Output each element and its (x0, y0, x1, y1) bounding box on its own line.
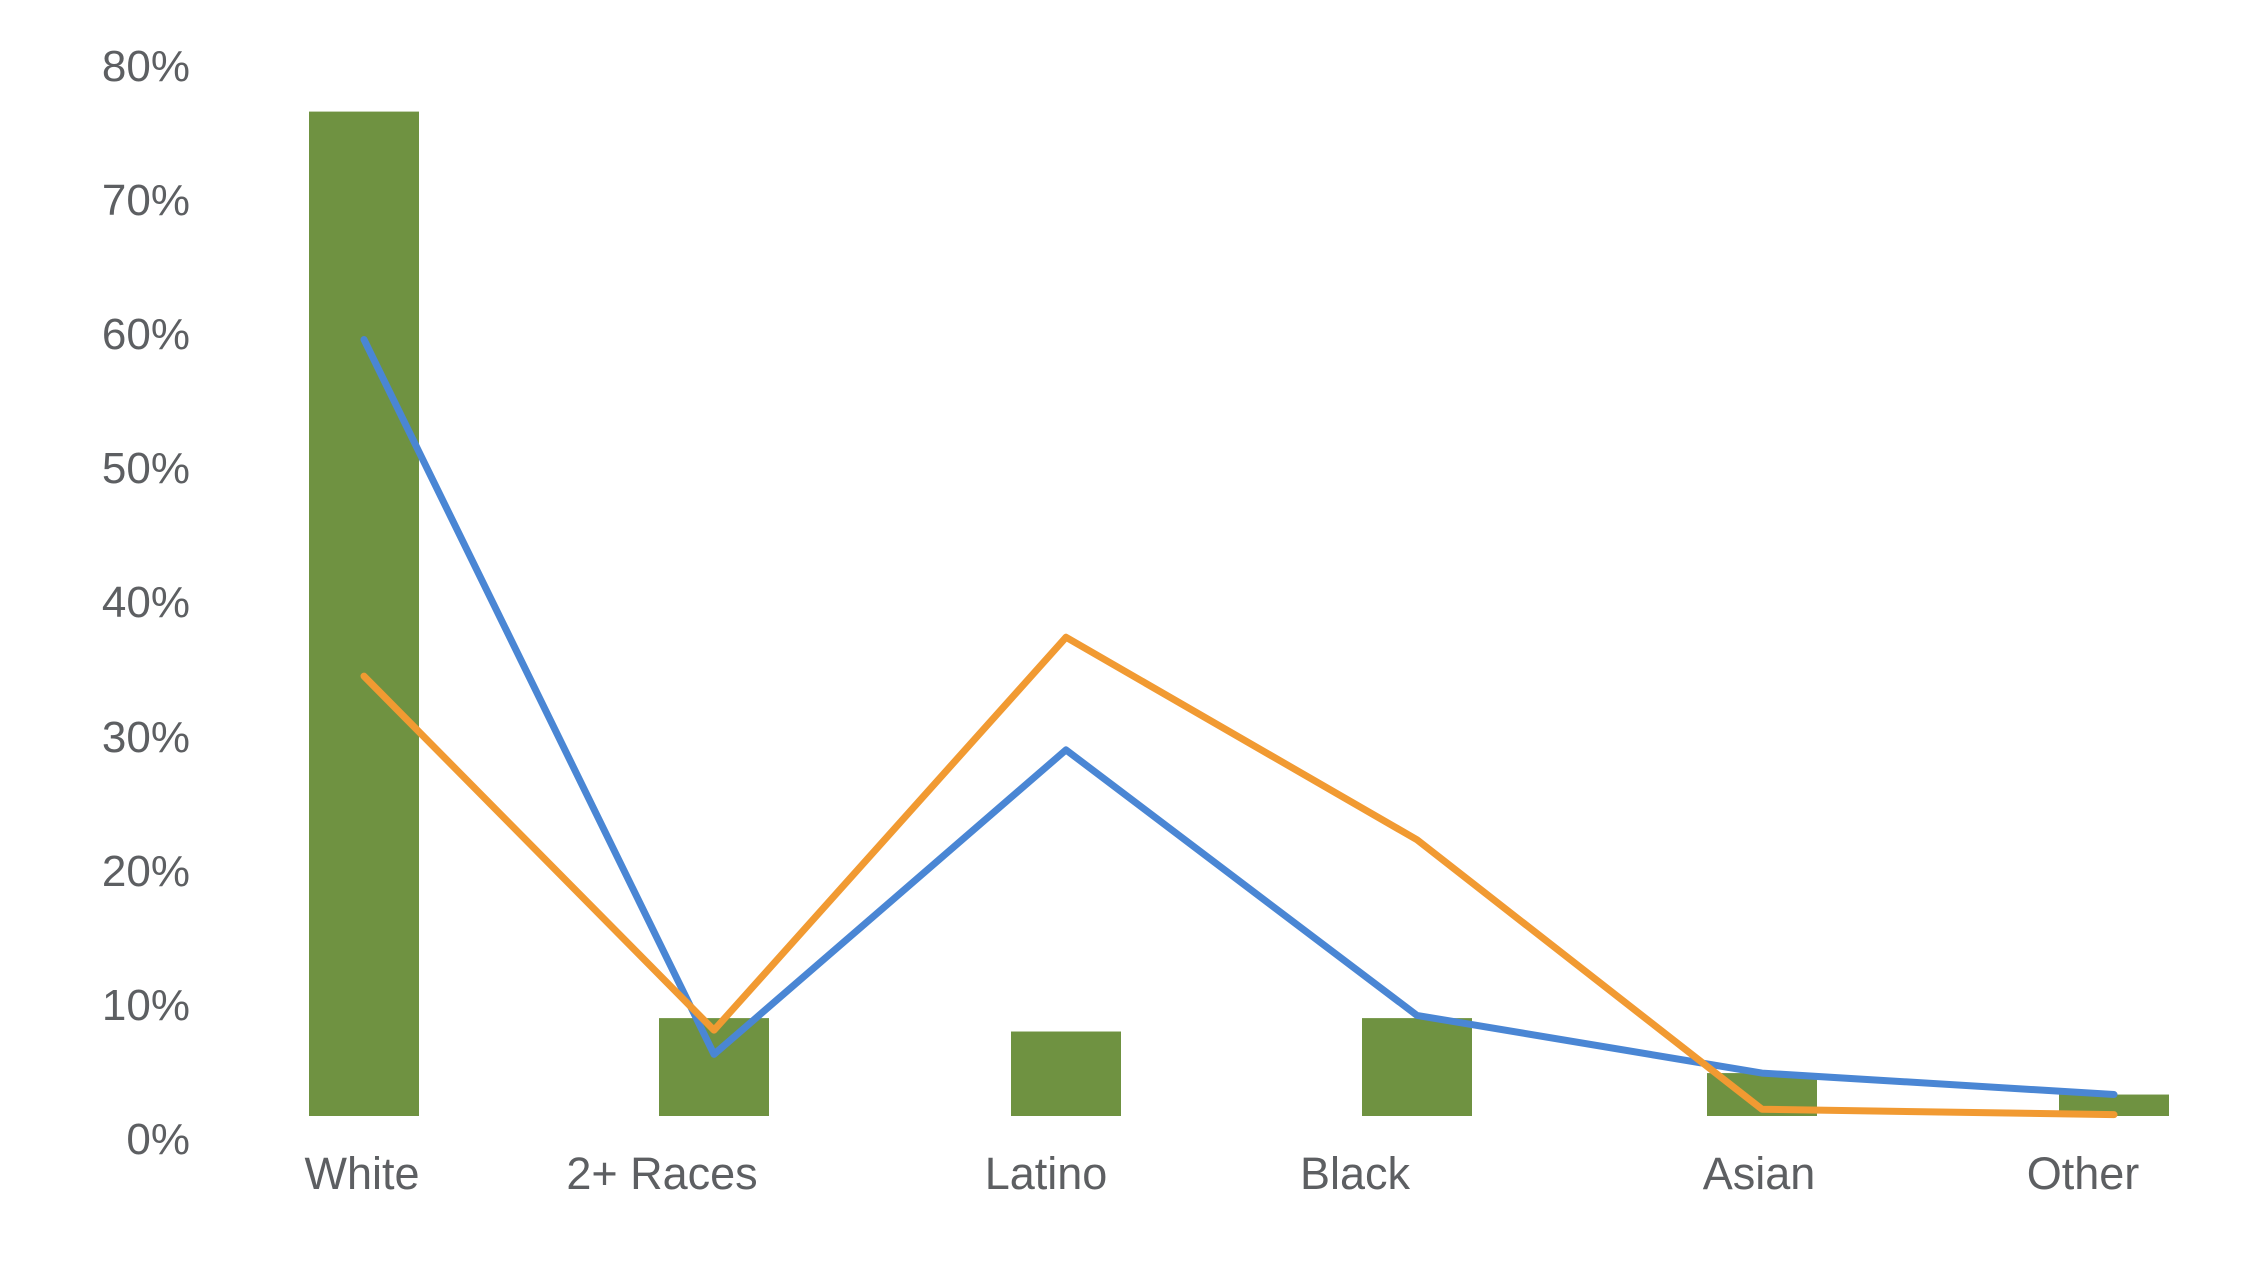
blue-line (360, 336, 2118, 1099)
y-axis-tick-label: 0% (126, 1114, 190, 1164)
y-axis-tick-label: 80% (101, 42, 190, 91)
y-axis-tick-label: 20% (101, 846, 190, 896)
bar-black (1362, 1018, 1472, 1116)
y-axis-tick-label: 10% (101, 980, 190, 1030)
bar-latino (1011, 1031, 1121, 1116)
bar-2-races (659, 1018, 769, 1116)
x-axis-category-label-white: White (304, 1148, 420, 1199)
y-axis-tick-label: 30% (101, 712, 190, 762)
x-axis-category-label-asian: Asian (1702, 1148, 1816, 1199)
orange-line (360, 633, 2118, 1119)
x-axis-category-label-2-races: 2+ Races (566, 1148, 758, 1199)
bar-white (309, 111, 419, 1116)
x-axis-category-label-latino: Latino (984, 1148, 1108, 1199)
bar-other (2059, 1094, 2169, 1116)
y-axis-tick-label: 40% (101, 578, 190, 628)
x-axis-category-label-other: Other (2026, 1148, 2140, 1199)
y-axis-tick-label: 50% (101, 444, 190, 494)
y-axis-tick-label: 60% (101, 310, 190, 360)
y-axis-tick-label: 70% (101, 176, 190, 226)
x-axis-category-label-black: Black (1299, 1148, 1411, 1199)
